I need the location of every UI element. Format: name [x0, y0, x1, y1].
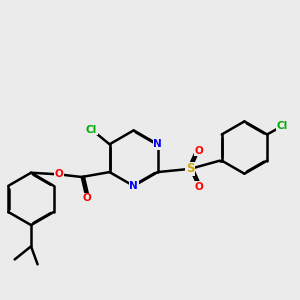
Text: O: O [194, 146, 203, 156]
Text: O: O [82, 193, 91, 203]
Text: O: O [55, 169, 63, 179]
Text: Cl: Cl [276, 121, 287, 131]
Text: N: N [153, 139, 162, 149]
Text: N: N [129, 181, 138, 191]
Text: O: O [194, 182, 203, 192]
Text: S: S [186, 162, 195, 175]
Text: Cl: Cl [86, 124, 97, 135]
